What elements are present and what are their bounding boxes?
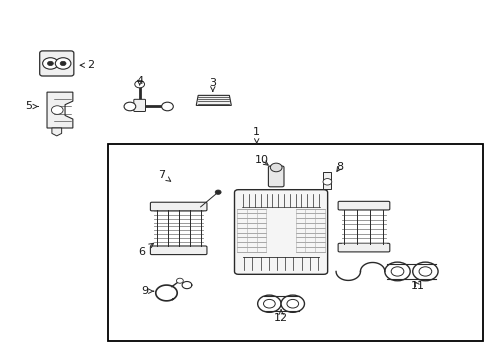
Text: 8: 8 <box>335 162 343 172</box>
Polygon shape <box>52 128 61 136</box>
Text: 12: 12 <box>273 310 287 323</box>
Text: 2: 2 <box>80 60 94 70</box>
FancyBboxPatch shape <box>337 243 389 252</box>
FancyBboxPatch shape <box>40 51 74 76</box>
Text: 3: 3 <box>209 78 216 91</box>
Text: 9: 9 <box>141 286 153 296</box>
Circle shape <box>51 106 63 114</box>
Circle shape <box>412 262 437 281</box>
FancyBboxPatch shape <box>234 190 327 274</box>
Circle shape <box>286 300 298 308</box>
Circle shape <box>323 179 331 185</box>
FancyBboxPatch shape <box>337 201 389 210</box>
Circle shape <box>135 81 144 88</box>
Circle shape <box>176 278 183 283</box>
Text: 10: 10 <box>254 155 268 165</box>
FancyBboxPatch shape <box>134 99 145 112</box>
Circle shape <box>263 300 275 308</box>
Circle shape <box>281 295 304 312</box>
Circle shape <box>270 163 282 172</box>
Circle shape <box>418 267 431 276</box>
FancyBboxPatch shape <box>150 246 206 255</box>
Circle shape <box>60 61 66 66</box>
Circle shape <box>42 58 58 69</box>
Circle shape <box>124 102 136 111</box>
Polygon shape <box>196 95 231 105</box>
Text: 4: 4 <box>136 76 143 86</box>
Text: 11: 11 <box>410 281 424 291</box>
Circle shape <box>161 102 173 111</box>
Text: 1: 1 <box>253 127 260 143</box>
Polygon shape <box>47 92 73 128</box>
FancyBboxPatch shape <box>150 202 206 211</box>
Circle shape <box>384 262 409 281</box>
FancyBboxPatch shape <box>268 166 284 187</box>
Circle shape <box>47 61 53 66</box>
Circle shape <box>257 295 281 312</box>
Text: 7: 7 <box>158 170 170 181</box>
Circle shape <box>215 190 221 194</box>
Text: 5: 5 <box>25 102 38 112</box>
Bar <box>108 144 483 341</box>
Text: 6: 6 <box>138 243 153 257</box>
Circle shape <box>390 267 403 276</box>
Bar <box>323 172 330 189</box>
Circle shape <box>55 58 71 69</box>
